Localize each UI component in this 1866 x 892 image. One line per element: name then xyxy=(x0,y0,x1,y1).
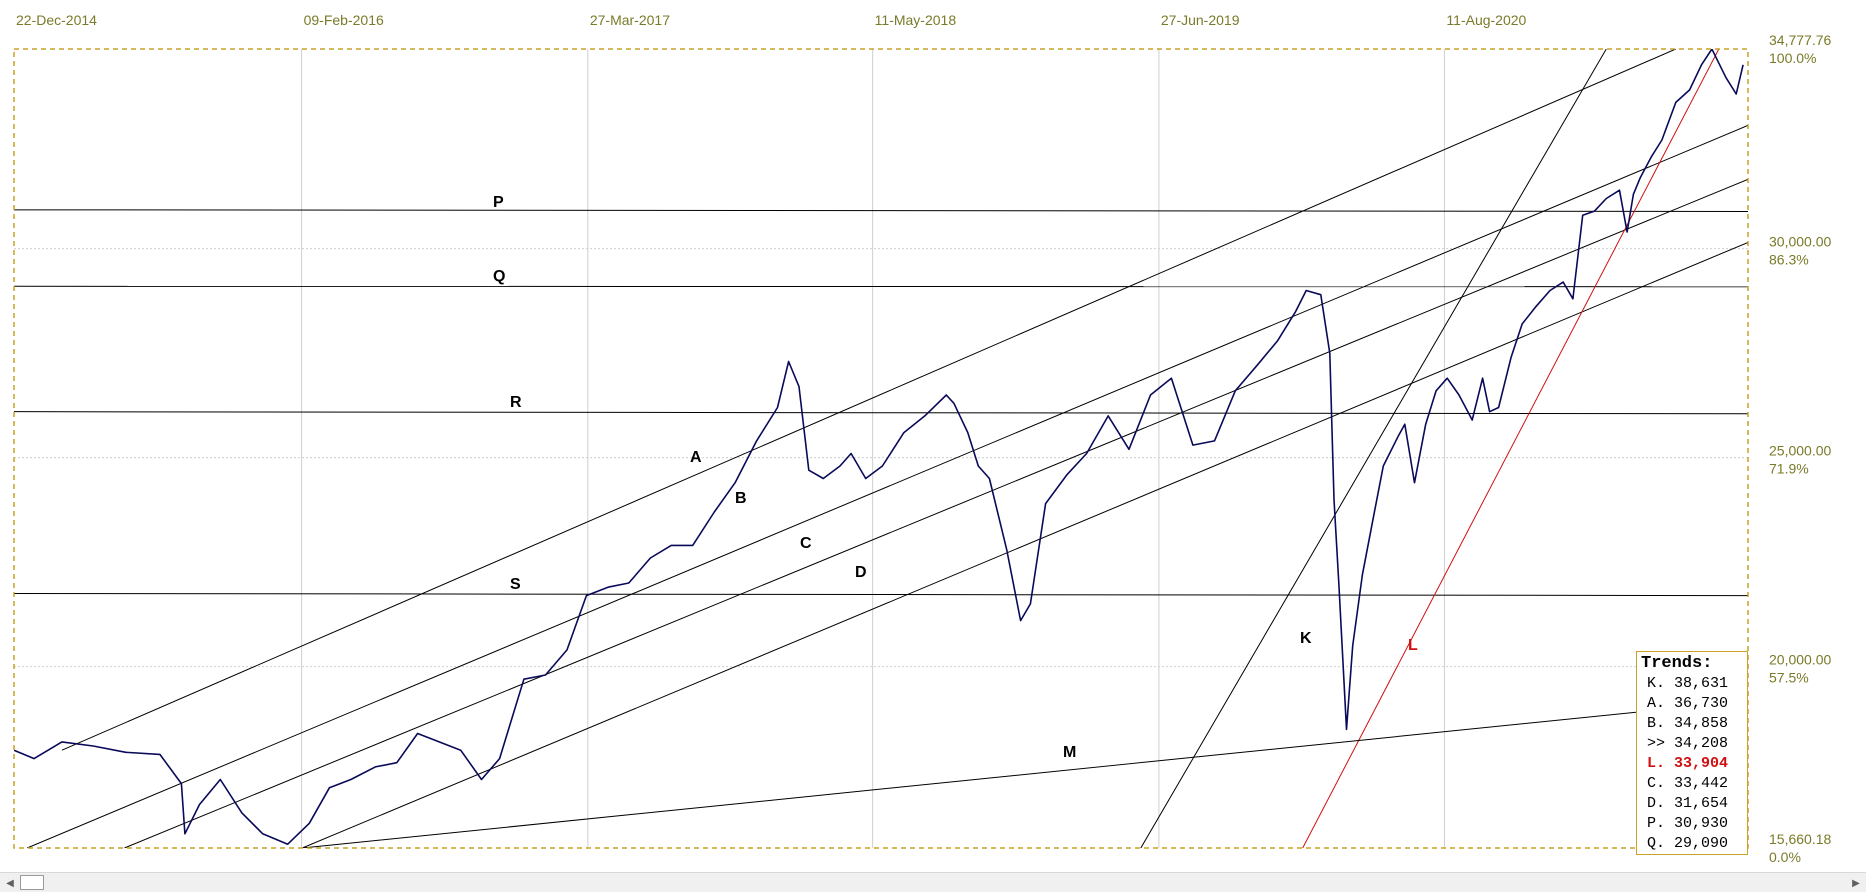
y-tick-percent: 71.9% xyxy=(1769,461,1809,477)
y-tick-value: 34,777.76 xyxy=(1769,32,1831,48)
legend-row-B: B. 34,858 xyxy=(1641,714,1743,734)
trendline-Q-label: Q xyxy=(493,268,505,285)
scroll-thumb[interactable] xyxy=(20,875,44,890)
legend-value: 38,631 xyxy=(1674,675,1729,692)
trends-legend: Trends: K. 38,631 A. 36,730 B. 34,858 >>… xyxy=(1636,651,1748,855)
legend-key: D. xyxy=(1647,795,1666,812)
legend-row-L: L. 33,904 xyxy=(1641,754,1743,774)
legend-value: 34,858 xyxy=(1674,715,1729,732)
legend-row-C: C. 33,442 xyxy=(1641,774,1743,794)
legend-key: B. xyxy=(1647,715,1666,732)
x-tick-label: 22-Dec-2014 xyxy=(16,12,97,28)
x-tick-label: 11-May-2018 xyxy=(875,12,957,28)
trendline-P xyxy=(14,209,1748,212)
trendline-S xyxy=(14,592,1748,597)
y-tick-value: 20,000.00 xyxy=(1769,652,1831,668)
legend-key: P. xyxy=(1647,815,1666,832)
y-tick-value: 30,000.00 xyxy=(1769,234,1831,250)
horizontal-scrollbar[interactable]: ◀ ▶ xyxy=(0,872,1866,892)
legend-row-A: A. 36,730 xyxy=(1641,694,1743,714)
y-tick-percent: 100.0% xyxy=(1769,50,1816,66)
legend-row-P: P. 30,930 xyxy=(1641,814,1743,834)
y-tick-value: 25,000.00 xyxy=(1769,443,1831,459)
x-tick-label: 09-Feb-2016 xyxy=(304,12,384,28)
trendline-C xyxy=(124,178,1748,848)
trendline-D xyxy=(302,241,1748,848)
legend-value: 33,442 xyxy=(1674,775,1729,792)
plot-frame xyxy=(13,48,1749,849)
x-tick-label: 11-Aug-2020 xyxy=(1446,12,1526,28)
trendline-R xyxy=(14,411,1748,415)
y-tick-percent: 57.5% xyxy=(1769,670,1809,686)
trendline-P-label: P xyxy=(493,194,504,211)
trendline-B-label: B xyxy=(735,490,747,507)
legend-key: >> xyxy=(1647,735,1666,752)
legend-value: 30,930 xyxy=(1674,815,1729,832)
trendline-D-label: D xyxy=(855,564,867,581)
legend-key: K. xyxy=(1647,675,1666,692)
legend-key: Q. xyxy=(1647,835,1666,852)
legend-row-current: >> 34,208 xyxy=(1641,734,1743,754)
x-tick-label: 27-Mar-2017 xyxy=(590,12,670,28)
scroll-right-arrow-icon[interactable]: ▶ xyxy=(1852,877,1860,889)
legend-value: 33,904 xyxy=(1674,755,1729,772)
trendline-L xyxy=(1302,49,1720,848)
chart-canvas: 22-Dec-2014 09-Feb-2016 27-Mar-2017 11-May-… xyxy=(13,12,1831,865)
x-tick-label: 27-Jun-2019 xyxy=(1161,12,1240,28)
trendline-A-label: A xyxy=(690,449,702,466)
legend-title: Trends: xyxy=(1641,654,1713,673)
scroll-left-arrow-icon[interactable]: ◀ xyxy=(6,877,14,889)
trendline-A xyxy=(61,49,1676,751)
y-tick-percent: 0.0% xyxy=(1769,849,1801,865)
legend-value: 34,208 xyxy=(1674,735,1729,752)
y-tick-percent: 86.3% xyxy=(1769,252,1809,268)
trendline-L-label: L xyxy=(1408,637,1418,654)
legend-value: 29,090 xyxy=(1674,835,1729,852)
trendline-M xyxy=(302,705,1694,848)
trendline-K xyxy=(1140,49,1607,848)
legend-value: 31,654 xyxy=(1674,795,1729,812)
trendline-S-label: S xyxy=(510,576,521,593)
legend-key: L. xyxy=(1647,755,1666,772)
price-series-line xyxy=(14,49,1744,845)
trendline-R-label: R xyxy=(510,394,522,411)
legend-row-D: D. 31,654 xyxy=(1641,794,1743,814)
legend-key: C. xyxy=(1647,775,1666,792)
trendlines-group xyxy=(14,49,1748,848)
trendline-K-label: K xyxy=(1300,630,1312,647)
y-tick-value: 15,660.18 xyxy=(1769,831,1831,847)
legend-row-K: K. 38,631 xyxy=(1641,674,1743,694)
legend-key: A. xyxy=(1647,695,1666,712)
legend-value: 36,730 xyxy=(1674,695,1729,712)
legend-row-Q: Q. 29,090 xyxy=(1641,834,1743,854)
trendline-B xyxy=(27,124,1748,848)
trendline-M-label: M xyxy=(1063,744,1076,761)
trendline-C-label: C xyxy=(800,535,812,552)
